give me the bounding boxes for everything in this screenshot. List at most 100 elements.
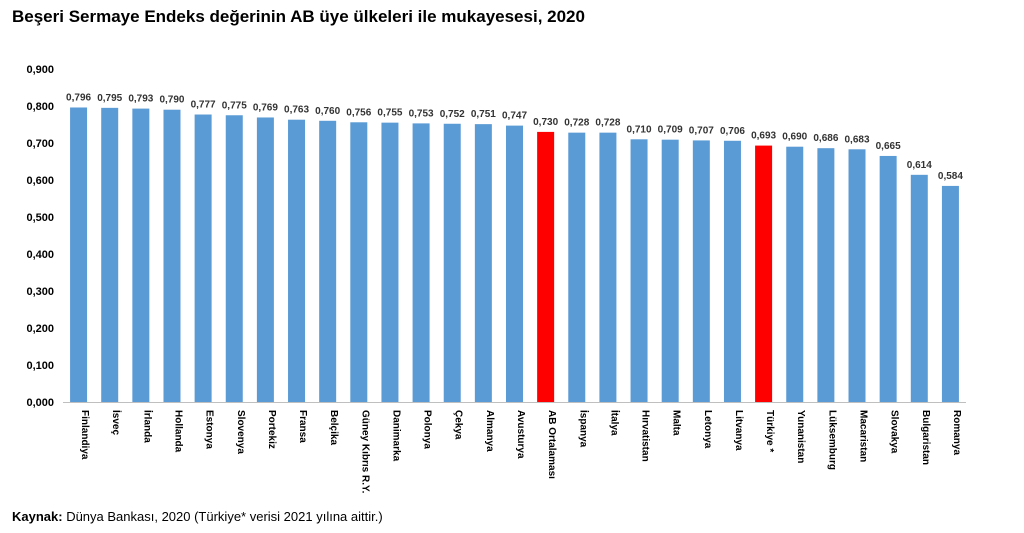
- y-axis: 0,000 0,100 0,200 0,300 0,400 0,500 0,600 0,700…: [26, 64, 54, 409]
- data-label: 0,706: [720, 126, 745, 137]
- x-tick-label: Yunanistan: [795, 410, 806, 463]
- bar: [661, 139, 679, 403]
- bar: [910, 174, 928, 402]
- bar: [568, 132, 586, 402]
- bar: [506, 125, 523, 403]
- x-tick-label: Malta: [671, 410, 682, 436]
- data-label: 0,683: [845, 134, 870, 145]
- data-label: 0,693: [751, 131, 776, 142]
- y-tick-label: 0,200: [26, 323, 54, 335]
- x-tick-label: İtalya: [608, 410, 621, 436]
- y-tick-label: 0,900: [26, 64, 54, 76]
- data-label: 0,760: [315, 106, 340, 117]
- x-tick-label: Letonya: [702, 410, 713, 449]
- x-tick-label: AB Ortalaması: [546, 410, 557, 479]
- bar: [412, 123, 430, 402]
- bar: [474, 124, 492, 402]
- x-tick-label: Estonya: [204, 410, 215, 449]
- y-tick-label: 0,600: [26, 175, 54, 187]
- x-tick-label: Hırvatistan: [640, 410, 651, 462]
- bar-chart: 0,000 0,100 0,200 0,300 0,400 0,500 0,600 0,700…: [26, 64, 966, 494]
- bar: [755, 145, 773, 402]
- data-labels: 0,796 0,795 0,793 0,790 0,777 0,775 0,769 0,763…: [66, 92, 963, 181]
- x-tick-label: Türkiye *: [764, 410, 775, 452]
- bar: [163, 109, 181, 402]
- bar: [319, 120, 337, 403]
- source-note: Kaynak: Dünya Bankası, 2020 (Türkiye* ve…: [12, 509, 383, 524]
- data-label: 0,796: [66, 92, 91, 103]
- bars: [70, 107, 959, 403]
- bar: [786, 146, 804, 402]
- x-tick-label: İspanya: [577, 410, 590, 448]
- y-tick-label: 0,500: [26, 212, 54, 224]
- chart-title: Beşeri Sermaye Endeks değerinin AB üye ü…: [12, 7, 585, 26]
- x-tick-label: Bulgaristan: [920, 410, 931, 465]
- source-label: Kaynak:: [12, 509, 63, 524]
- data-label: 0,728: [595, 118, 620, 129]
- x-tick-label: İrlanda: [141, 410, 154, 443]
- data-label: 0,751: [471, 109, 496, 120]
- data-label: 0,752: [440, 109, 465, 120]
- data-label: 0,614: [907, 160, 932, 171]
- data-label: 0,777: [191, 100, 216, 111]
- x-tick-label: Finlandiya: [79, 410, 90, 460]
- data-label: 0,707: [689, 125, 714, 136]
- x-tick-label: Belçika: [328, 410, 339, 445]
- bar: [443, 123, 461, 402]
- data-label: 0,790: [159, 95, 184, 106]
- source-text: Dünya Bankası, 2020 (Türkiye* verisi 202…: [62, 509, 383, 524]
- x-tick-label: Litvanya: [733, 410, 744, 451]
- bar: [70, 107, 88, 402]
- bar: [723, 140, 741, 402]
- x-tick-label: Slovenya: [235, 410, 246, 454]
- data-label: 0,710: [627, 124, 652, 135]
- x-tick-label: Almanya: [484, 410, 495, 452]
- x-tick-label: Macaristan: [858, 410, 869, 462]
- bar: [537, 131, 555, 402]
- bar: [256, 117, 274, 402]
- x-tick-label: İsveç: [110, 410, 123, 435]
- y-tick-label: 0,700: [26, 138, 54, 150]
- x-tick-label: Çekya: [453, 410, 464, 440]
- x-tick-label: Güney Kıbrıs R.Y.: [359, 410, 370, 494]
- data-label: 0,730: [533, 117, 558, 128]
- data-label: 0,795: [97, 93, 122, 104]
- x-tick-label: Avusturya: [515, 410, 526, 459]
- bar: [225, 115, 243, 402]
- y-tick-label: 0,000: [26, 397, 54, 409]
- data-label: 0,686: [813, 133, 838, 144]
- x-tick-label: Fransa: [297, 410, 308, 443]
- bar: [132, 108, 150, 402]
- bar: [599, 132, 617, 402]
- x-tick-label: Portekiz: [266, 410, 277, 449]
- bar: [879, 155, 897, 402]
- data-label: 0,728: [564, 118, 589, 129]
- x-tick-label: Slovakya: [889, 410, 900, 454]
- y-tick-label: 0,800: [26, 101, 54, 113]
- data-label: 0,584: [938, 171, 963, 182]
- x-tick-label: Romanya: [951, 410, 962, 455]
- data-label: 0,756: [346, 107, 371, 118]
- bar: [288, 119, 306, 402]
- data-label: 0,665: [876, 141, 901, 152]
- bar: [817, 148, 835, 402]
- bar: [941, 185, 959, 402]
- data-label: 0,709: [658, 125, 683, 136]
- y-tick-label: 0,400: [26, 249, 54, 261]
- bar: [630, 139, 648, 403]
- x-axis-labels: Finlandiya İsveç İrlanda Hollanda Estonya Slo…: [79, 410, 962, 494]
- data-label: 0,775: [222, 100, 247, 111]
- data-label: 0,769: [253, 102, 278, 113]
- bar: [692, 140, 710, 402]
- data-label: 0,763: [284, 105, 309, 116]
- bar: [381, 122, 399, 403]
- x-tick-label: Hollanda: [172, 410, 183, 453]
- data-label: 0,793: [128, 94, 153, 105]
- bar: [101, 107, 119, 402]
- x-tick-label: Polonya: [422, 410, 433, 449]
- x-tick-label: Lüksemburg: [826, 410, 837, 470]
- bar: [350, 122, 368, 402]
- y-tick-label: 0,100: [26, 360, 54, 372]
- data-label: 0,747: [502, 111, 527, 122]
- bar: [194, 114, 212, 402]
